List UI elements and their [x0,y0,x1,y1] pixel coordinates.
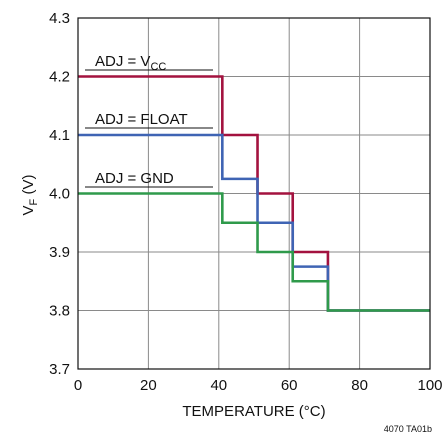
y-axis-label-sub: F [28,198,40,205]
y-axis-label: VF (V) [20,175,40,216]
annotation-adj-gnd: ADJ = GND [95,170,174,187]
y-tick-label-0: 4.3 [49,10,70,27]
annotation-adj-vcc-sub: CC [150,61,166,73]
x-axis-label: TEMPERATURE (°C) [182,403,325,420]
x-tick-label-5: 100 [417,377,442,394]
y-tick-label-3: 4.0 [49,186,70,203]
y-axis-label-main: V [20,205,37,215]
y-tick-label-2: 4.1 [49,127,70,144]
annotation-adj-vcc: ADJ = VCC [95,53,166,73]
y-tick-labels: 4.3 4.2 4.1 4.0 3.9 3.8 3.7 [49,10,70,378]
x-tick-label-0: 0 [74,377,82,394]
plot-frame [77,17,431,370]
y-tick-label-6: 3.7 [49,361,70,378]
annotation-adj-vcc-main: ADJ = V [95,53,150,70]
x-tick-labels: 0 20 40 60 80 100 [74,377,443,394]
annotation-adj-float: ADJ = FLOAT [95,111,188,128]
y-tick-label-4: 3.9 [49,244,70,261]
series-line-2 [78,192,430,312]
figure-code: 4070 TA01b [384,424,432,434]
annotations: ADJ = VCC ADJ = FLOAT ADJ = GND [85,53,213,188]
x-tick-label-1: 20 [140,377,157,394]
x-tick-label-3: 60 [281,377,298,394]
y-tick-label-5: 3.8 [49,303,70,320]
x-tick-label-4: 80 [351,377,368,394]
series-lines [78,75,430,312]
x-tick-label-2: 40 [210,377,227,394]
y-axis-label-tail: (V) [20,175,37,199]
y-tick-label-1: 4.2 [49,69,70,86]
